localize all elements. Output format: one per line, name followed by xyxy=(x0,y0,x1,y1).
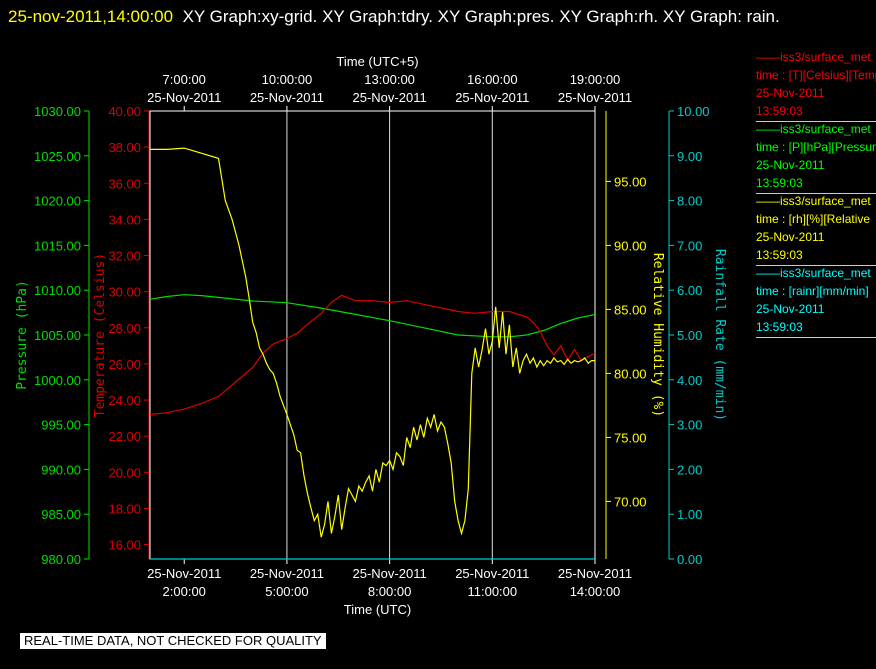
pressure-tick-label: 1015.00 xyxy=(34,238,81,253)
legend-line4: 13:59:03 xyxy=(756,104,803,118)
humidity-axis-label: Relative Humidity (%) xyxy=(650,253,665,417)
legend-separator xyxy=(756,121,876,122)
title-graph-list: XY Graph:xy-grid. XY Graph:tdry. XY Grap… xyxy=(182,7,780,26)
humidity-tick-label: 90.00 xyxy=(614,238,647,253)
top-tick-time: 13:00:00 xyxy=(364,72,415,87)
humidity-tick-label: 95.00 xyxy=(614,174,647,189)
top-tick-time: 10:00:00 xyxy=(262,72,313,87)
legend-line4: 13:59:03 xyxy=(756,320,803,334)
pressure-tick-label: 1005.00 xyxy=(34,328,81,343)
legend-line3: 25-Nov-2011 xyxy=(756,302,825,316)
pressure-tick-label: 1025.00 xyxy=(34,149,81,164)
top-axis-label: Time (UTC+5) xyxy=(336,54,418,69)
bottom-tick-date: 25-Nov-2011 xyxy=(558,566,632,581)
pressure-tick-label: 985.00 xyxy=(41,507,81,522)
rain-tick-label: 6.00 xyxy=(677,283,702,298)
rain-tick-label: 4.00 xyxy=(677,373,702,388)
legend-separator xyxy=(756,337,876,338)
pressure-tick-label: 1030.00 xyxy=(34,104,81,119)
top-tick-date: 25-Nov-2011 xyxy=(250,90,324,105)
temperature-tick-label: 30.00 xyxy=(108,285,141,300)
bottom-tick-time: 5:00:00 xyxy=(265,584,308,599)
legend-line3: 25-Nov-2011 xyxy=(756,230,825,244)
temperature-tick-label: 40.00 xyxy=(108,104,141,119)
humidity-tick-label: 75.00 xyxy=(614,430,647,445)
temperature-tick-label: 16.00 xyxy=(108,538,141,553)
legend-separator xyxy=(756,193,876,194)
rain-tick-label: 1.00 xyxy=(677,507,702,522)
top-tick-date: 25-Nov-2011 xyxy=(455,90,529,105)
legend-line2: time : [P][hPa][Pressure xyxy=(756,140,876,154)
temperature-tick-label: 36.00 xyxy=(108,176,141,191)
pressure-series-line xyxy=(149,294,596,338)
legend-line1: ——iss3/surface_met xyxy=(756,122,871,136)
bottom-tick-time: 2:00:00 xyxy=(163,584,206,599)
bottom-tick-date: 25-Nov-2011 xyxy=(353,566,427,581)
pressure-tick-label: 1020.00 xyxy=(34,194,81,209)
bottom-axis-label: Time (UTC) xyxy=(344,602,411,617)
legend-line1: ——iss3/surface_met xyxy=(756,194,871,208)
bottom-tick-date: 25-Nov-2011 xyxy=(455,566,529,581)
humidity-series-line xyxy=(150,147,595,538)
pressure-tick-label: 995.00 xyxy=(41,418,81,433)
legend-line2: time : [rainr][mm/min] xyxy=(756,284,869,298)
temperature-tick-label: 38.00 xyxy=(108,140,141,155)
pressure-tick-label: 990.00 xyxy=(41,462,81,477)
legend-separator xyxy=(756,265,876,266)
rain-tick-label: 0.00 xyxy=(677,552,702,567)
rain-tick-label: 3.00 xyxy=(677,418,702,433)
humidity-tick-label: 85.00 xyxy=(614,302,647,317)
pressure-axis-label: Pressure (hPa) xyxy=(15,280,30,390)
temperature-series-line xyxy=(149,294,596,416)
legend-line3: 25-Nov-2011 xyxy=(756,86,825,100)
title-timestamp: 25-nov-2011,14:00:00 xyxy=(8,7,174,26)
legend-line2: time : [T][Celsius][Temp xyxy=(756,68,876,82)
temperature-tick-label: 34.00 xyxy=(108,212,141,227)
top-tick-date: 25-Nov-2011 xyxy=(147,90,221,105)
rain-tick-label: 10.00 xyxy=(677,104,710,119)
temperature-axis-label: Temperature (Celsius) xyxy=(93,253,108,417)
legend-line3: 25-Nov-2011 xyxy=(756,158,825,172)
top-tick-time: 7:00:00 xyxy=(163,72,206,87)
humidity-tick-label: 70.00 xyxy=(614,494,647,509)
humidity-tick-label: 80.00 xyxy=(614,366,647,381)
top-tick-time: 19:00:00 xyxy=(570,72,621,87)
legend-line2: time : [rh][%][Relative xyxy=(756,212,871,226)
pressure-tick-label: 1010.00 xyxy=(34,283,81,298)
rain-tick-label: 5.00 xyxy=(677,328,702,343)
temperature-tick-label: 28.00 xyxy=(108,321,141,336)
pressure-tick-label: 1000.00 xyxy=(34,373,81,388)
temperature-tick-label: 20.00 xyxy=(108,465,141,480)
bottom-tick-time: 14:00:00 xyxy=(570,584,621,599)
pressure-tick-label: 980.00 xyxy=(41,552,81,567)
bottom-tick-time: 11:00:00 xyxy=(467,584,517,599)
top-tick-date: 25-Nov-2011 xyxy=(558,90,632,105)
bottom-tick-date: 25-Nov-2011 xyxy=(147,566,221,581)
legend-line1: ——iss3/surface_met xyxy=(756,50,871,64)
bottom-tick-date: 25-Nov-2011 xyxy=(250,566,324,581)
top-tick-time: 16:00:00 xyxy=(467,72,518,87)
graph-title: 25-nov-2011,14:00:00 XY Graph:xy-grid. X… xyxy=(8,3,868,30)
legend-line1: ——iss3/surface_met xyxy=(756,266,871,280)
legend-line4: 13:59:03 xyxy=(756,248,803,262)
temperature-tick-label: 26.00 xyxy=(108,357,141,372)
temperature-tick-label: 18.00 xyxy=(108,501,141,516)
legend-line4: 13:59:03 xyxy=(756,176,803,190)
temperature-tick-label: 22.00 xyxy=(108,429,141,444)
temperature-tick-label: 24.00 xyxy=(108,393,141,408)
rain-axis-label: Rainfall Rate (mm/min) xyxy=(712,249,727,421)
quality-stamp: REAL-TIME DATA, NOT CHECKED FOR QUALITY xyxy=(20,633,326,649)
bottom-tick-time: 8:00:00 xyxy=(368,584,411,599)
rain-tick-label: 7.00 xyxy=(677,238,702,253)
rain-tick-label: 9.00 xyxy=(677,149,702,164)
rain-tick-label: 2.00 xyxy=(677,462,702,477)
rain-tick-label: 8.00 xyxy=(677,194,702,209)
top-tick-date: 25-Nov-2011 xyxy=(353,90,427,105)
temperature-tick-label: 32.00 xyxy=(108,249,141,264)
